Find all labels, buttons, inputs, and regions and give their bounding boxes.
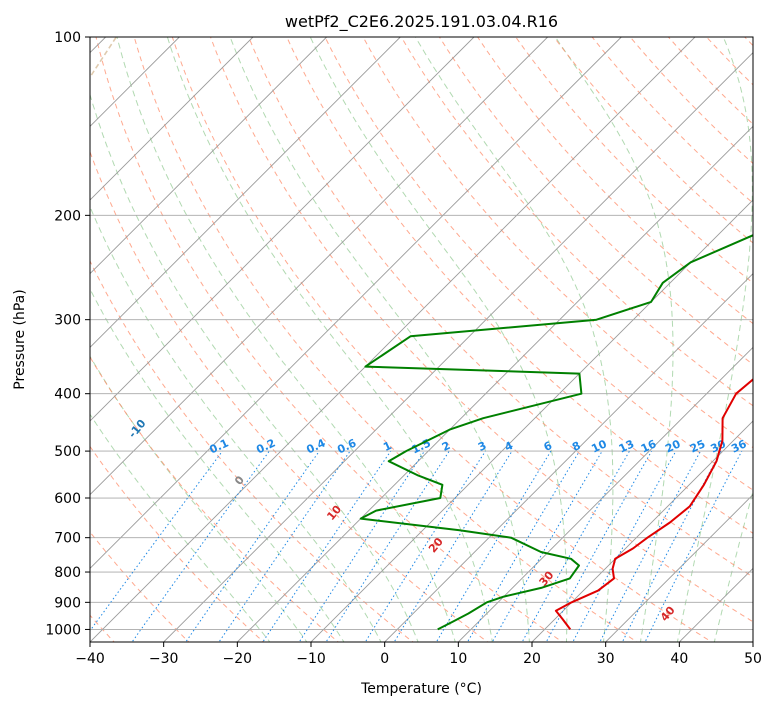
series-lines	[359, 234, 753, 631]
mixing-ratio-label: 20	[663, 437, 683, 455]
mixing-ratio-label: 13	[617, 437, 636, 455]
isotherm-line	[90, 37, 475, 422]
mixing-ratio-label: 16	[639, 437, 659, 455]
y-tick-label: 200	[54, 208, 81, 224]
plot-area: 0.10.20.40.611.52346810131620253036-100-…	[90, 37, 753, 642]
x-tick-label: 30	[597, 651, 615, 667]
isotherm-line	[90, 37, 696, 642]
y-tick-label: 500	[54, 444, 81, 460]
isotherm-line	[237, 125, 753, 642]
y-tick-label: 300	[54, 313, 81, 329]
moist-adiabat-line	[90, 413, 271, 642]
y-tick-label: 100	[54, 30, 81, 46]
x-tick-label: −40	[75, 651, 105, 667]
y-axis-ticks: 100 200 300 400 500 600 700 800 900 1000	[45, 30, 90, 638]
mixing-ratio-line	[131, 450, 270, 642]
x-tick-label: −30	[149, 651, 179, 667]
isotherm-line	[163, 52, 753, 642]
y-tick-label: 900	[54, 595, 81, 611]
y-axis-title: Pressure (hPa)	[12, 289, 28, 389]
dry-adiabat-line	[248, 37, 753, 578]
x-tick-label: 10	[449, 651, 467, 667]
x-tick-label: −20	[223, 651, 253, 667]
mixing-ratio-label: 36	[729, 437, 749, 455]
dry-adiabat-line	[171, 37, 713, 642]
isotherm-line	[90, 37, 327, 275]
mixing-ratio-line	[185, 450, 320, 642]
mixing-ratio-line	[466, 450, 580, 642]
mixing-ratio-line	[262, 450, 392, 642]
mixing-ratio-line	[393, 450, 513, 642]
y-tick-label: 600	[54, 491, 81, 507]
plot-frame	[89, 36, 754, 643]
dry-adiabat-line	[400, 37, 753, 407]
x-tick-label: 20	[523, 651, 541, 667]
moist-adiabat-line	[90, 92, 419, 642]
x-tick-label: 0	[380, 651, 389, 667]
y-tick-label: 400	[54, 387, 81, 403]
y-tick-label: 700	[54, 531, 81, 547]
isotherm-line	[90, 37, 254, 201]
isotherms	[90, 37, 753, 642]
dewpoint-line	[359, 234, 753, 631]
mixing-ratio-label: 25	[688, 437, 707, 455]
isotherm-line	[458, 346, 753, 642]
y-tick-label: 1000	[45, 622, 81, 638]
mixing-ratio-label: 10	[589, 437, 609, 455]
dry-adiabat-line	[324, 37, 753, 491]
mixing-ratio-label: 30	[708, 437, 728, 455]
mixing-ratio-line	[325, 450, 450, 642]
dry-adiabat-line	[209, 37, 753, 623]
chart-title: wetPf2_C2E6.2025.191.03.04.R16	[285, 12, 558, 32]
isotherm-line	[310, 199, 753, 642]
mixing-ratio-line	[621, 450, 722, 642]
isotherm-line	[384, 273, 753, 642]
isotherm-line	[531, 420, 753, 642]
mixing-ratio-line	[364, 450, 486, 642]
y-tick-label: 800	[54, 565, 81, 581]
mixing-ratio-line	[599, 450, 701, 642]
dry-adiabat-line	[286, 37, 753, 534]
x-tick-label: −10	[296, 651, 326, 667]
isobars	[90, 37, 753, 630]
dry-adiabat-line	[90, 150, 489, 642]
x-tick-label: 50	[744, 651, 762, 667]
x-tick-label: 40	[670, 651, 688, 667]
moist-adiabat-line	[90, 205, 382, 642]
x-axis-ticks: −40 −30 −20 −10 0 10 20 30 40 50	[75, 642, 762, 667]
mixing-ratio-line	[218, 450, 351, 642]
mixing-ratio-line	[90, 450, 223, 632]
isotherm-line	[90, 37, 622, 569]
x-axis-title: Temperature (°C)	[360, 681, 482, 697]
isotherm-line	[90, 37, 401, 348]
isotherm-line	[605, 494, 753, 642]
temperature-line	[554, 378, 753, 631]
mixing-ratio-line	[298, 450, 425, 642]
isotherm-line	[90, 37, 548, 496]
